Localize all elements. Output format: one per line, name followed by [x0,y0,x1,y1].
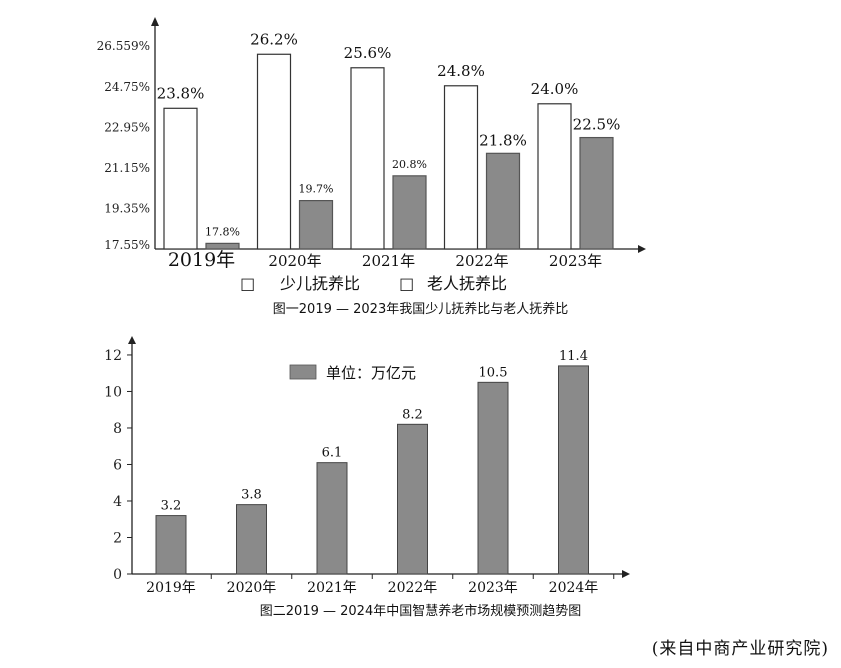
chart2-x-category-label: 2021年 [307,580,357,596]
chart-smart-elderly-care-market: 0 2 4 6 8 10 12 3.2 3.8 6.1 8.2 10.5 11.4 2019年 2020… [104,336,630,596]
source-note: (来自中商产业研究院) [651,639,829,659]
legend-elderly-label: 老人抚养比 [427,274,507,293]
chart1-caption: 图一2019 — 2023年我国少儿抚养比与老人抚养比 [272,302,569,317]
bar-market-size-label: 11.4 [559,349,588,364]
legend-marker-children: ☐ [240,276,255,296]
legend-children-label: 少儿抚养比 [280,274,360,293]
bar-elderly-label: 19.7% [299,183,334,196]
bar-children-label: 26.2% [250,30,298,48]
chart1-x-category-label: 2020年 [268,252,321,270]
bar-elderly-label: 17.8% [205,225,240,238]
chart2-y-tick-label: 2 [113,530,122,546]
chart2-y-tick-label: 0 [113,567,122,583]
bar-elderly-label: 22.5% [573,116,621,134]
chart2-x-category-label: 2022年 [388,580,438,596]
chart1-y-axis-arrow [151,17,159,26]
chart1-x-category-label: 2021年 [362,252,415,270]
chart2-y-tick-label: 10 [104,384,122,400]
bar-market-size-label: 6.1 [322,446,343,461]
chart1-x-category-label: 2019年 [168,249,235,271]
chart2-legend-label: 单位：万亿元 [326,364,416,382]
chart2-x-category-label: 2023年 [468,580,518,596]
chart2-y-tick-label: 8 [113,421,122,437]
bar-elderly-label: 21.8% [479,131,527,149]
chart1-y-tick-label: 19.35% [104,201,150,215]
chart2-legend-swatch [289,364,317,380]
bar-elderly-label: 20.8% [392,158,427,171]
bar-market-size-label: 3.2 [161,499,182,514]
bar-market-size [558,365,589,575]
chart1-y-tick-label: 17.55% [104,238,150,252]
chart2-x-axis-arrow [622,570,630,578]
bar-market-size-label: 3.8 [241,488,262,503]
legend-marker-elderly: ☐ [399,276,414,296]
bar-elderly-ratio [205,242,240,250]
bar-elderly-ratio [485,152,521,250]
chart-dependency-ratio: 26.559% 24.75% 22.95% 21.15% 19.35% 17.55% 23… [97,17,646,296]
bar-elderly-ratio [298,199,334,250]
chart2-x-category-label: 2020年 [227,580,277,596]
bar-children-label: 25.6% [344,44,392,62]
bar-children-ratio [537,103,572,250]
bar-market-size [236,504,267,575]
chart1-y-tick-label: 26.559% [97,39,150,53]
chart2-y-tick-label: 12 [104,348,122,364]
bar-children-label: 24.8% [437,62,485,80]
bar-market-size [397,423,428,575]
bar-market-size [155,515,187,575]
chart2-y-tick-label: 4 [113,494,122,510]
bar-elderly-ratio [579,136,614,250]
bar-children-ratio [443,85,479,250]
chart1-y-tick-label: 24.75% [104,80,150,94]
bar-children-label: 24.0% [531,80,579,98]
bar-children-ratio [163,107,198,250]
chart2-x-category-label: 2019年 [146,580,196,596]
bar-children-ratio [256,53,292,250]
chart1-x-category-label: 2022年 [455,252,508,270]
chart1-y-tick-label: 21.15% [104,161,150,175]
chart1-y-tick-label: 22.95% [104,120,150,134]
bar-market-size [316,462,348,575]
chart1-x-axis-arrow [638,245,646,253]
chart2-y-axis-arrow [128,336,136,344]
bar-children-label: 23.8% [157,84,205,102]
chart2-x-category-label: 2024年 [549,580,599,596]
bar-market-size-label: 10.5 [479,365,508,380]
chart1-x-category-label: 2023年 [549,252,602,270]
chart2-caption: 图二2019 — 2024年中国智慧养老市场规模预测趋势图 [259,604,582,619]
bar-market-size-label: 8.2 [402,407,423,422]
chart2-y-tick-label: 6 [113,457,122,473]
bar-market-size [477,381,509,575]
bar-elderly-ratio [392,175,427,250]
bar-children-ratio [350,67,385,250]
